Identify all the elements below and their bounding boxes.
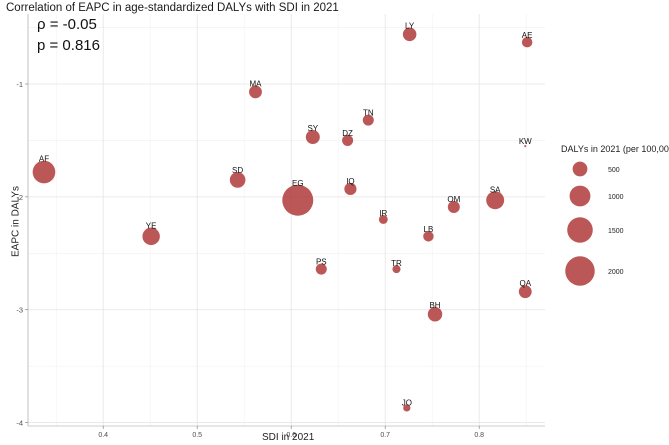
point-ir	[378, 215, 388, 224]
point-label-sd: SD	[232, 166, 243, 175]
rho-annotation: ρ = -0.05	[37, 16, 97, 33]
point-bh	[427, 307, 443, 322]
x-tick-label: 0.8	[474, 432, 484, 439]
point-sd	[229, 172, 246, 188]
legend-title: DALYs in 2021 (per 100,000)	[561, 144, 669, 154]
legend-key	[565, 256, 595, 286]
point-sa	[486, 191, 505, 210]
point-label-ye: YE	[146, 222, 157, 231]
point-lb	[423, 231, 434, 242]
y-tick-label: -2	[16, 193, 23, 202]
point-label-om: OM	[447, 195, 460, 204]
point-ly	[402, 27, 417, 42]
point-jo	[403, 404, 411, 412]
point-tn	[362, 114, 374, 126]
point-qa	[518, 285, 532, 299]
point-eg	[282, 184, 314, 216]
legend-label: 1500	[608, 228, 624, 235]
point-label-dz: DZ	[342, 129, 353, 138]
point-kw	[524, 145, 527, 148]
point-label-ma: MA	[249, 79, 262, 88]
legend-label: 1000	[608, 194, 624, 201]
y-tick-label: -1	[16, 80, 23, 89]
x-tick-label: 0.4	[98, 432, 108, 439]
y-axis-title: EAPC in DALYs	[10, 186, 22, 257]
chart-title: Correlation of EAPC in age-standardized …	[6, 2, 339, 14]
x-tick-label: 0.7	[380, 432, 390, 439]
point-label-lb: LB	[424, 225, 434, 234]
point-dz	[342, 134, 354, 146]
point-iq	[344, 182, 357, 196]
point-label-ir: IR	[379, 209, 387, 218]
legend-label: 500	[608, 167, 620, 174]
x-tick-label: 0.6	[286, 432, 296, 439]
legend-key	[572, 161, 588, 177]
legend-label: 2000	[608, 269, 624, 276]
p-value-annotation: p = 0.816	[37, 37, 100, 54]
point-af	[32, 160, 56, 184]
point-tr	[392, 265, 401, 274]
point-label-tr: TR	[391, 259, 402, 268]
point-label-af: AF	[39, 155, 49, 164]
plot-panel	[28, 14, 545, 426]
point-label-sy: SY	[307, 124, 318, 133]
point-om	[447, 201, 460, 214]
point-label-jo: JO	[402, 398, 412, 407]
point-label-bh: BH	[429, 301, 440, 310]
point-label-eg: EG	[292, 179, 304, 188]
point-label-ly: LY	[405, 22, 415, 31]
x-tick-label: 0.5	[192, 432, 202, 439]
point-ae	[521, 37, 533, 48]
point-label-sa: SA	[490, 185, 501, 194]
point-label-ae: AE	[522, 31, 533, 40]
y-tick-label: -3	[16, 306, 23, 315]
point-label-iq: IQ	[346, 177, 354, 186]
y-tick-label: -4	[16, 419, 23, 428]
point-ps	[315, 263, 327, 275]
point-sy	[305, 130, 320, 145]
legend-key	[567, 217, 593, 243]
point-label-qa: QA	[519, 279, 531, 288]
point-label-tn: TN	[363, 109, 374, 118]
legend-key	[569, 185, 591, 207]
point-ma	[249, 85, 262, 99]
point-ye	[142, 227, 160, 246]
x-axis-title: SDI in 2021	[262, 432, 315, 443]
point-label-kw: KW	[519, 137, 532, 146]
point-label-ps: PS	[316, 258, 327, 267]
